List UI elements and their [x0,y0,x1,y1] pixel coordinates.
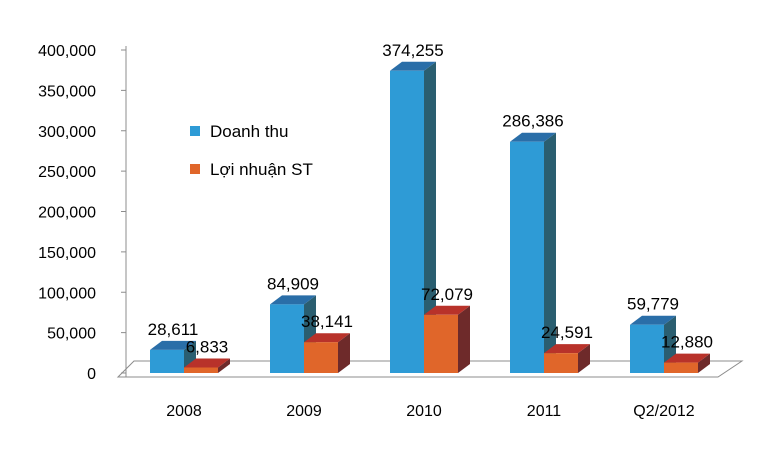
bar-loi-nhuan-0-top [184,358,230,368]
y-tick-label: 300,000 [38,124,96,141]
legend-swatch [190,126,200,136]
data-label: 374,255 [382,41,443,60]
data-label: 72,079 [421,285,473,304]
y-tick-label: 250,000 [38,164,96,181]
bar-doanh-thu-3-side [544,132,556,373]
bar-doanh-thu-2-side [424,61,436,373]
bar-loi-nhuan-1-side [338,333,350,373]
bar-doanh-thu-4-front [630,324,664,373]
bars [150,61,710,373]
x-tick-label: Q2/2012 [633,403,694,420]
bar-loi-nhuan-2-front [424,314,458,373]
x-tick-labels: 2008 2009 2010 2011 Q2/2012 [166,403,695,420]
x-tick-label: 2008 [166,403,202,420]
bar-loi-nhuan-0-side [218,358,230,373]
data-label: 24,591 [541,323,593,342]
data-label: 12,880 [661,333,713,352]
bar-doanh-thu-0-top [150,340,196,350]
bar-loi-nhuan-0 [184,358,230,373]
legend-swatch [190,164,200,174]
bar-doanh-thu-1-top [270,295,316,305]
data-label: 6,833 [186,337,229,356]
y-tick-label: 350,000 [38,83,96,100]
bar-doanh-thu-3-front [510,141,544,373]
bar-doanh-thu-1-front [270,304,304,373]
bar-doanh-thu-2-front [390,70,424,373]
bar-doanh-thu-3-top [510,132,556,142]
data-label: 84,909 [267,274,319,293]
y-tick-label: 150,000 [38,245,96,262]
y-tick-label: 400,000 [38,43,96,60]
bar-doanh-thu-0-front [150,349,184,373]
y-tick-labels: 0 50,000 100,000 150,000 200,000 250,000 300,0… [38,43,96,383]
data-label: 59,779 [627,295,679,314]
bar-loi-nhuan-4-side [698,353,710,373]
bar-loi-nhuan-2 [424,305,470,373]
y-tick-label: 200,000 [38,205,96,222]
bar-loi-nhuan-1 [304,333,350,373]
bar-loi-nhuan-3-top [544,344,590,354]
bar-doanh-thu-4-top [630,315,676,325]
legend-label: Lợi nhuận ST [210,160,313,179]
bar-loi-nhuan-4 [664,353,710,373]
bar-loi-nhuan-1-top [304,333,350,343]
bar-doanh-thu-0 [150,340,196,373]
bar-loi-nhuan-3-side [578,344,590,373]
y-axis [121,46,127,377]
bar-loi-nhuan-3 [544,344,590,373]
data-label: 28,611 [148,320,199,339]
x-tick-label: 2009 [286,403,322,420]
legend: Doanh thu Lợi nhuận ST [190,122,313,179]
y-tick-label: 50,000 [47,326,96,343]
bar-loi-nhuan-2-side [458,305,470,373]
bar-doanh-thu-2 [390,61,436,373]
y-tick-label: 100,000 [38,285,96,302]
x-tick-label: 2011 [527,403,562,420]
bar-doanh-thu-2-top [390,61,436,71]
bar-loi-nhuan-4-front [664,362,698,373]
bar-loi-nhuan-0-front [184,367,218,373]
legend-label: Doanh thu [210,122,288,141]
y-tick-label: 0 [87,366,96,383]
bar-doanh-thu-3 [510,132,556,373]
data-label: 286,386 [502,112,563,131]
bar-loi-nhuan-1-front [304,342,338,373]
x-tick-label: 2010 [406,403,442,420]
bar-loi-nhuan-2-top [424,305,470,315]
bar-loi-nhuan-3-front [544,353,578,373]
bar-loi-nhuan-4-top [664,353,710,363]
data-label: 38,141 [301,312,353,331]
